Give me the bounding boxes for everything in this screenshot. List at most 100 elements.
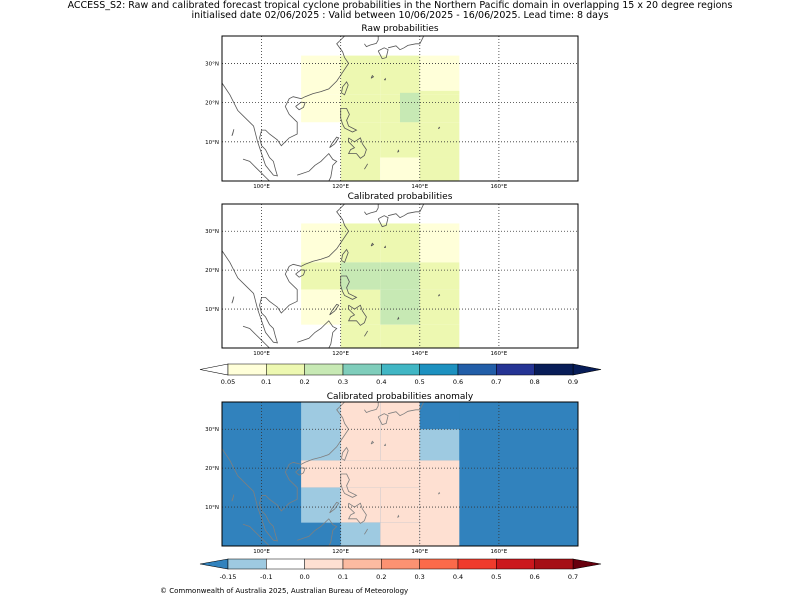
map-frame [221,35,579,182]
coastline [364,163,368,170]
colorbar-segment [419,558,459,570]
coastline [397,149,400,153]
probability-cell [419,157,460,181]
coastline [397,316,400,320]
probability-cell [301,289,341,325]
lon-tick-label: 120°E [332,351,349,357]
coastline [340,108,358,133]
lat-tick-label: 20°N [205,268,219,274]
lat-tick-label: 10°N [205,505,219,511]
coastline [297,320,338,348]
coastline [397,514,400,518]
probability-cell [419,94,460,123]
probability-cell [301,402,341,461]
map-panel-anomaly: 100°E 120°E 140°E 160°E 10°N 20°N 30°N [205,401,579,555]
coastline [388,204,425,219]
coastline [341,248,349,264]
lon-tick-label: 160°E [491,184,508,190]
coastline [222,402,350,542]
probability-cell [340,157,381,181]
probability-cell [340,289,381,325]
colorbar-segment [227,558,267,570]
coastline [297,518,338,546]
probability-cell [301,223,341,263]
colorbar-segment [381,363,420,376]
probability-cell [380,402,420,461]
coastline [370,74,375,79]
coastline [388,402,425,417]
colorbar-tick-label: 0.3 [338,378,348,386]
lon-tick-label: 160°E [491,549,508,555]
colorbar-tick-label: 0.3 [414,573,424,581]
colorbar-tick-label: 0.1 [338,573,348,581]
probability-cell [340,262,381,290]
coastline [438,126,441,130]
coastline [377,47,389,60]
colorbar-tick-label: 0.7 [568,573,578,581]
colorbar-over-extension [572,363,602,376]
probability-cell [301,262,341,290]
colorbar-segment [534,558,574,570]
coastline [383,245,386,248]
figure-title-line1: ACCESS_S2: Raw and calibrated forecast t… [67,0,733,11]
panel-title-anomaly: Calibrated probabilities anomaly [326,392,474,402]
colorbar-segment [419,363,459,376]
colorbar-segment [342,363,382,376]
colorbar-tick-label: 0.1 [261,378,271,386]
colorbar-under-extension [199,558,229,570]
probability-cell [419,55,460,95]
lat-tick-label: 20°N [205,101,219,107]
probability-cell [380,324,420,348]
probability-cell [340,324,381,348]
coastline [231,494,235,502]
lon-tick-label: 100°E [253,549,270,555]
coastline [388,36,425,51]
probability-cell [380,262,420,290]
probability-cell [301,55,341,95]
coastline [222,204,350,344]
colorbar-segment [534,363,574,376]
coastline [347,502,367,524]
coastline [297,152,338,181]
colorbar-segment [342,558,382,570]
colorbar-tick-label: 0.2 [299,378,309,386]
probability-cell [340,402,381,461]
probability-cell [340,94,381,123]
colorbar-probability: 0.05 0.1 0.2 0.3 0.4 0.5 0.6 0.7 0.8 0.9 [199,363,602,386]
map-panel-raw: 100°E 120°E 140°E 160°E 10°N 20°N 30°N [205,35,579,190]
probability-cell [400,92,420,123]
colorbar-tick-label: 0.8 [529,378,539,386]
coastline [364,330,368,337]
lon-tick-label: 140°E [411,549,428,555]
probability-cell [380,223,420,263]
probability-cell [380,522,420,546]
lon-tick-label: 140°E [411,184,428,190]
coastline [340,275,358,300]
map-frame [221,401,579,547]
colorbar-segment [457,363,497,376]
colorbar-segment [381,558,420,570]
panel-title-calibrated: Calibrated probabilities [347,192,453,202]
probability-cell [419,460,460,546]
lat-tick-label: 10°N [205,307,219,313]
coastline [231,296,235,304]
colorbar-segment [304,363,344,376]
colorbar-segment [266,558,305,570]
copyright-footer: © Commonwealth of Australia 2025, Austra… [160,587,409,595]
map-frame [221,203,579,349]
lon-tick-label: 100°E [253,184,270,190]
lon-tick-label: 160°E [491,351,508,357]
lat-tick-label: 30°N [205,427,219,433]
colorbar-under-extension [199,363,229,376]
coastline [364,528,368,535]
coastline [347,137,367,159]
probability-cell [380,487,420,523]
probability-cell [301,460,341,488]
coastline [370,242,375,247]
probability-cell [419,429,460,461]
probability-cell [380,55,420,95]
probability-cell [380,157,420,181]
colorbar-segment [496,558,535,570]
coastline [329,501,340,514]
